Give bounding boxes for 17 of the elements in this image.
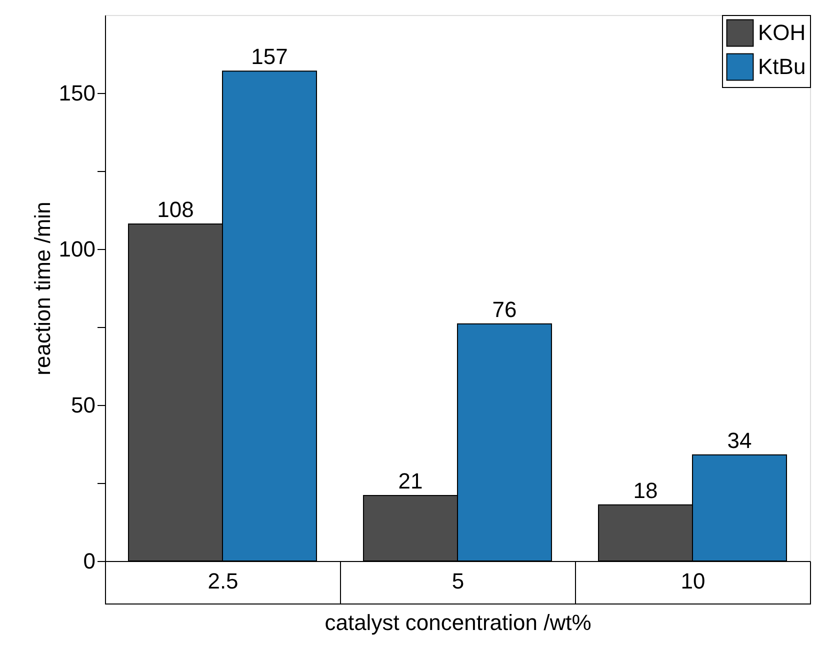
y-tick-label: 0: [83, 548, 96, 574]
y-tick-label: 150: [58, 80, 96, 106]
x-tick-label: 5: [452, 568, 464, 594]
data-label: 21: [398, 468, 423, 494]
y-tick-label: 100: [58, 236, 96, 262]
data-label: 108: [157, 197, 194, 222]
x-tick-label: 2.5: [208, 568, 238, 594]
y-tick-label: 50: [71, 392, 96, 418]
y-axis-title: reaction time /min: [30, 202, 55, 376]
legend-label: KtBu: [758, 54, 806, 79]
legend-label: KOH: [758, 20, 806, 45]
data-label: 18: [633, 478, 658, 503]
data-label: 34: [727, 428, 752, 453]
data-label: 157: [251, 44, 288, 70]
x-tick-label: 10: [680, 568, 706, 594]
data-label: 76: [492, 296, 517, 322]
x-axis-title: catalyst concentration /wt%: [324, 610, 592, 635]
